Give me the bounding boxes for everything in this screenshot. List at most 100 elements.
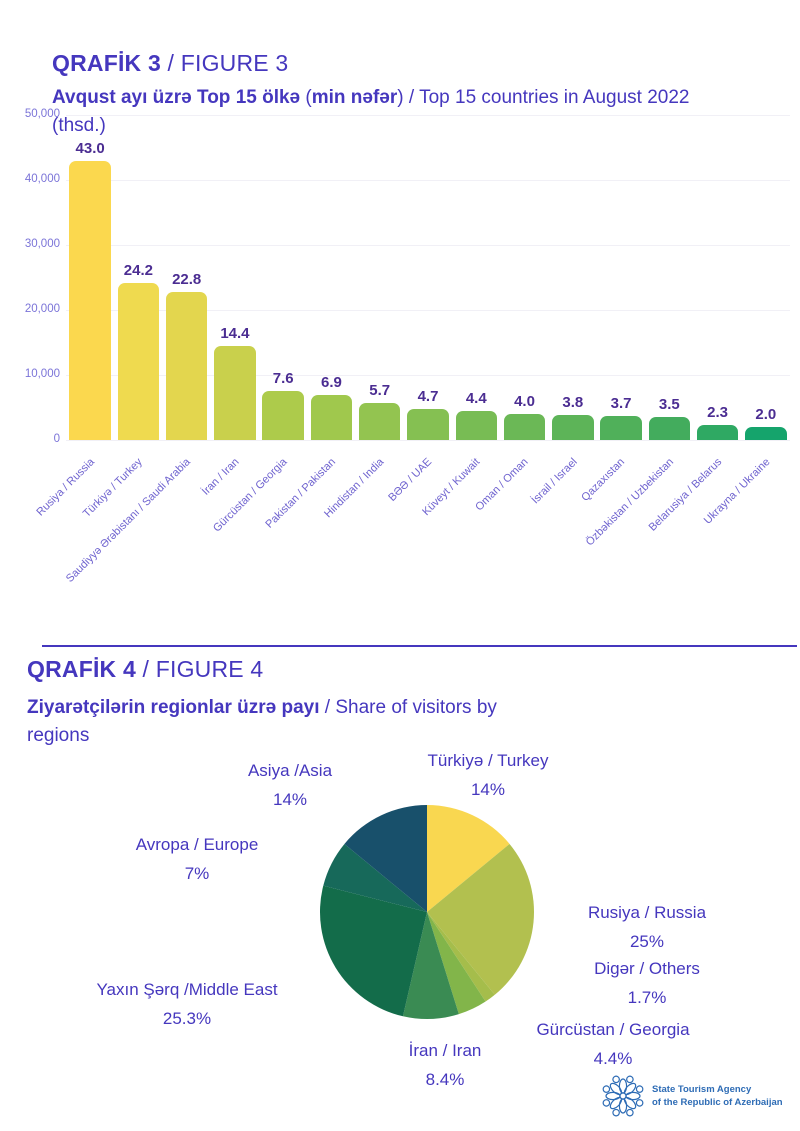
bar-column-10: 3.8 bbox=[549, 115, 597, 440]
bar-value-label: 22.8 bbox=[172, 270, 202, 288]
pie-slice-turkey bbox=[427, 805, 510, 912]
gridline bbox=[66, 180, 790, 181]
pie-label-name: İran / Iran bbox=[408, 1041, 482, 1060]
bar-value-label: 4.4 bbox=[465, 390, 487, 408]
pie-label-turkey: Türkiyə / Turkey 14% bbox=[428, 746, 549, 804]
agency-line1: State Tourism Agency bbox=[652, 1084, 752, 1095]
y-axis-tick: 30,000 bbox=[24, 238, 60, 250]
pie-label-name: Digər / Others bbox=[594, 959, 700, 978]
bar bbox=[745, 427, 787, 440]
x-axis-category-label: Özbəkistan / Uzbekistan bbox=[583, 456, 676, 549]
bar bbox=[696, 425, 739, 440]
x-axis-category-label: İsrail / Israel bbox=[528, 456, 580, 507]
pie-label-iran: İran / Iran 8.4% bbox=[409, 1036, 482, 1094]
bar-value-label: 14.4 bbox=[220, 325, 250, 343]
bar-plot-area: 43.0 24.2 22.8 14.4 7.6 6.9 5.7 4.7 4.4 4.0 3.8 3.7… bbox=[66, 115, 790, 440]
pie-label-asia: Asiya /Asia 14% bbox=[248, 756, 332, 814]
bar-column-4: 7.6 bbox=[259, 115, 307, 440]
pie-label-name: Gürcüstan / Georgia bbox=[536, 1020, 690, 1039]
y-axis-tick: 50,000 bbox=[24, 108, 60, 120]
gridline bbox=[66, 115, 790, 116]
bar-value-label: 3.7 bbox=[610, 394, 632, 412]
figure3-heading: QRAFİK 3 / FIGURE 3 bbox=[52, 50, 288, 77]
figure4-heading-en: / FIGURE 4 bbox=[135, 656, 264, 682]
bar-column-6: 5.7 bbox=[356, 115, 404, 440]
pie-label-middle-east: Yaxın Şərq /Middle East 25.3% bbox=[96, 975, 277, 1033]
bar-column-2: 22.8 bbox=[163, 115, 211, 440]
rosette-icon bbox=[602, 1075, 644, 1117]
figure3-heading-az: QRAFİK 3 bbox=[52, 50, 161, 76]
pie-label-pct: 25.3% bbox=[162, 1009, 212, 1028]
figure3-subtitle-unit: min nəfər bbox=[311, 87, 398, 108]
bar bbox=[117, 282, 160, 440]
bar bbox=[69, 160, 111, 440]
pie-label-name: Yaxın Şərq /Middle East bbox=[96, 980, 278, 999]
bar bbox=[165, 291, 208, 440]
bar-value-label: 2.0 bbox=[755, 406, 777, 423]
x-axis-category-label: BƏƏ / UAE bbox=[386, 456, 435, 504]
bar-column-8: 4.4 bbox=[452, 115, 500, 440]
figure3-subtitle: Avqust ayı üzrə Top 15 ölkə (min nəfər) … bbox=[52, 84, 797, 140]
pie-label-name: Asiya /Asia bbox=[247, 761, 333, 780]
bar-column-5: 6.9 bbox=[307, 115, 355, 440]
pie-label-pct: 14% bbox=[470, 780, 506, 799]
bar bbox=[214, 346, 256, 440]
bar-value-label: 7.6 bbox=[272, 369, 294, 387]
pie-label-others: Digər / Others 1.7% bbox=[594, 954, 700, 1012]
y-axis: 50,000 40,000 30,000 20,000 10,000 0 bbox=[0, 0, 60, 460]
pie-slice-middle-east bbox=[319, 885, 427, 1017]
pie-label-pct: 14% bbox=[272, 790, 308, 809]
bar-column-11: 3.7 bbox=[597, 115, 645, 440]
bar-value-label: 6.9 bbox=[321, 374, 342, 392]
figure4-subtitle: Ziyarətçilərin regionlar üzrə payı / Sha… bbox=[27, 694, 627, 750]
figure3-subtitle-en: ) / Top 15 countries in August 2022 bbox=[397, 87, 690, 108]
bar-value-label: 43.0 bbox=[75, 139, 105, 157]
x-axis-category-label: Oman / Oman bbox=[473, 456, 532, 514]
pie-slice-others bbox=[427, 912, 495, 1002]
bar bbox=[455, 411, 497, 440]
bar-column-0: 43.0 bbox=[66, 115, 114, 440]
bar-value-label: 5.7 bbox=[369, 381, 391, 399]
y-axis-tick: 40,000 bbox=[24, 173, 60, 185]
x-axis: Rusiya / Russia Türkiyə / Turkey Saudiyyə … bbox=[34, 446, 790, 636]
bar bbox=[503, 414, 546, 440]
bar bbox=[358, 402, 401, 440]
bar-column-13: 2.3 bbox=[693, 115, 741, 440]
pie-label-pct: 4.4% bbox=[593, 1049, 633, 1068]
pie-label-name: Türkiyə / Turkey bbox=[427, 751, 549, 770]
bar-column-9: 4.0 bbox=[500, 115, 548, 440]
figure3-subtitle-paren-open: ( bbox=[305, 87, 312, 108]
gridline bbox=[66, 375, 790, 376]
bar-value-label: 24.2 bbox=[123, 261, 153, 279]
pie-label-pct: 25% bbox=[629, 932, 665, 951]
bar-column-7: 4.7 bbox=[404, 115, 452, 440]
bar-value-label: 4.7 bbox=[417, 388, 439, 406]
figure4-subtitle-line2: regions bbox=[27, 725, 90, 746]
pie-label-name: Avropa / Europe bbox=[135, 835, 259, 854]
bar-value-label: 4.0 bbox=[514, 393, 535, 410]
pie-slice-russia bbox=[427, 843, 535, 995]
agency-logo: State Tourism Agency of the Republic of … bbox=[601, 1074, 783, 1118]
pie-label-pct: 7% bbox=[184, 864, 210, 883]
bar bbox=[600, 415, 642, 440]
pie-label-russia: Rusiya / Russia 25% bbox=[588, 898, 706, 956]
bar bbox=[648, 417, 691, 440]
figure4-heading-az: QRAFİK 4 bbox=[27, 656, 136, 682]
pie-label-pct: 8.4% bbox=[425, 1070, 465, 1089]
bar bbox=[262, 390, 304, 440]
pie-label-georgia: Gürcüstan / Georgia 4.4% bbox=[536, 1015, 689, 1073]
pie-label-europe: Avropa / Europe 7% bbox=[136, 830, 259, 888]
y-axis-tick: 0 bbox=[53, 433, 60, 445]
y-axis-tick: 20,000 bbox=[24, 303, 60, 315]
figure3-bar-chart: 50,000 40,000 30,000 20,000 10,000 0 43.0 24.2… bbox=[0, 0, 790, 636]
bar-value-label: 3.5 bbox=[658, 396, 680, 414]
figure3-subtitle-line2: (thsd.) bbox=[52, 115, 106, 136]
x-axis-category-label: Qazaxıstan bbox=[579, 456, 628, 504]
figure4-subtitle-az: Ziyarətçilərin regionlar üzrə payı bbox=[27, 697, 320, 718]
agency-line2: of the Republic of Azerbaijan bbox=[652, 1097, 783, 1108]
bar-column-12: 3.5 bbox=[645, 115, 693, 440]
pie-slice-asia bbox=[344, 805, 427, 912]
figure3-subtitle-az: Avqust ayı üzrə Top 15 ölkə bbox=[52, 87, 306, 108]
figure4-pie-chart bbox=[319, 805, 535, 1019]
section-divider bbox=[42, 645, 797, 647]
